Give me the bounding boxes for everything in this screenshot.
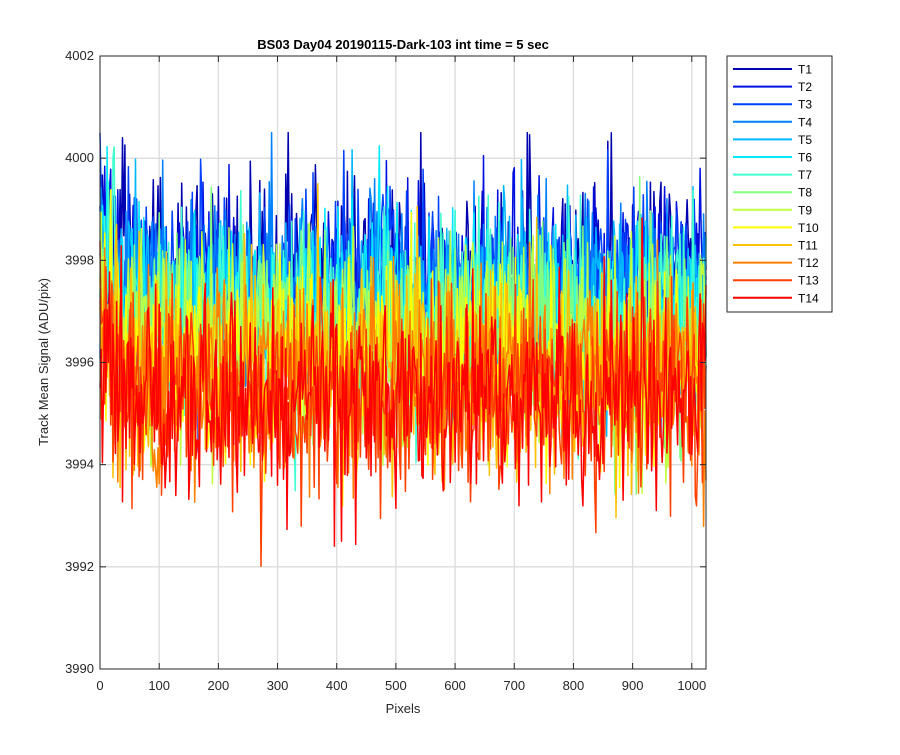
y-tick-label: 4002 [65, 48, 94, 63]
y-tick-label: 3998 [65, 252, 94, 267]
legend-items: T1 T2 T3 T4 T5 T6 T7 T8 T9 T10 T11 T12 T13 T14 [733, 63, 819, 305]
y-axis-label: Track Mean Signal (ADU/pix) [36, 278, 51, 446]
legend-label-t10: T10 [798, 221, 819, 235]
y-tick-label: 3992 [65, 559, 94, 574]
legend-label-t3: T3 [798, 98, 812, 112]
x-tick-label: 400 [326, 678, 348, 693]
legend-label-t13: T13 [798, 274, 819, 288]
x-tick-label: 100 [148, 678, 170, 693]
x-tick-label: 1000 [677, 678, 706, 693]
x-tick-label: 900 [622, 678, 644, 693]
x-tick-label: 200 [208, 678, 230, 693]
y-tick-label: 4000 [65, 150, 94, 165]
x-tick-label: 500 [385, 678, 407, 693]
series-layer [99, 131, 707, 567]
series-line-t13 [99, 240, 707, 567]
legend-label-t7: T7 [798, 168, 812, 182]
x-tick-label: 0 [96, 678, 103, 693]
legend-label-t2: T2 [798, 80, 812, 94]
legend-label-t9: T9 [798, 203, 812, 217]
legend-label-t4: T4 [798, 115, 812, 129]
y-tick-label: 3990 [65, 661, 94, 676]
y-tick-label: 3994 [65, 457, 94, 472]
series-line-t14 [99, 217, 707, 547]
legend: T1 T2 T3 T4 T5 T6 T7 T8 T9 T10 T11 T12 T13 T14 [726, 55, 833, 313]
legend-label-t6: T6 [798, 151, 812, 165]
x-tick-label: 300 [267, 678, 289, 693]
legend-label-t12: T12 [798, 256, 819, 270]
legend-box [726, 55, 833, 313]
chart-title: BS03 Day04 20190115-Dark-103 int time = … [257, 37, 549, 52]
legend-label-t11: T11 [798, 239, 818, 253]
legend-label-t14: T14 [798, 291, 819, 305]
legend-label-t5: T5 [798, 133, 812, 147]
axis-ticks: 0 100 200 300 400 500 600 700 800 900 1000 3990 3992… [65, 48, 706, 693]
x-axis-label: Pixels [386, 701, 421, 716]
legend-label-t8: T8 [798, 186, 812, 200]
x-tick-label: 700 [503, 678, 525, 693]
y-tick-label: 3996 [65, 355, 94, 370]
x-tick-label: 800 [563, 678, 585, 693]
x-tick-label: 600 [444, 678, 466, 693]
legend-label-t1: T1 [798, 63, 812, 77]
